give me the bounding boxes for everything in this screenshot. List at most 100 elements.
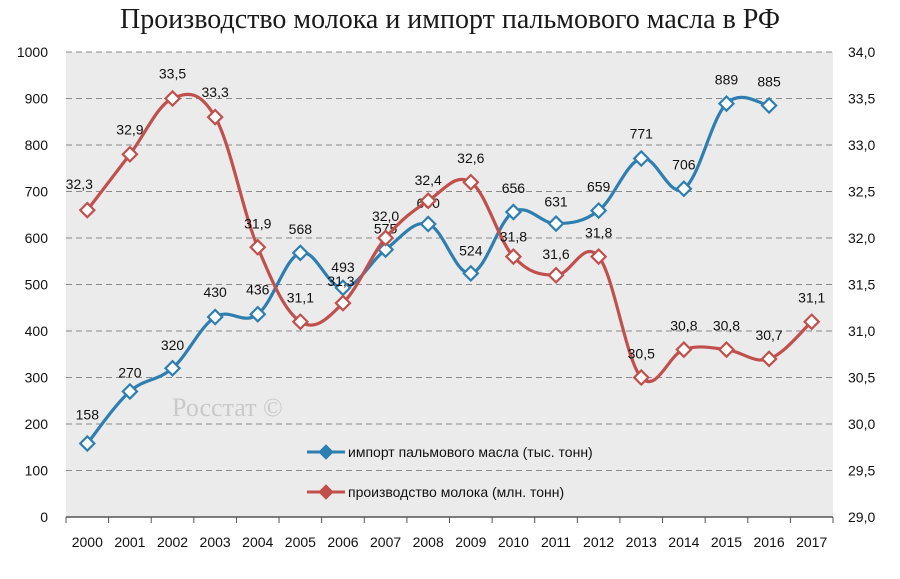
data-point xyxy=(78,434,96,453)
data-point xyxy=(632,368,650,387)
data-point xyxy=(376,240,395,259)
data-point xyxy=(291,313,309,331)
x-tick-label: 2007 xyxy=(370,534,401,550)
y-left-tick-label: 400 xyxy=(25,323,49,339)
data-point xyxy=(675,340,693,359)
palm-oil-series: 1582703204304365684935756305246566316597… xyxy=(76,72,781,453)
x-tick-label: 2004 xyxy=(242,534,273,550)
y-left-tick-label: 800 xyxy=(25,137,49,153)
data-point xyxy=(163,89,182,108)
data-point xyxy=(547,214,565,233)
data-label: 33,5 xyxy=(159,66,186,82)
data-point xyxy=(334,294,352,312)
data-label: 493 xyxy=(331,259,355,275)
x-tick-label: 2009 xyxy=(455,534,486,550)
y-left-tick-label: 700 xyxy=(25,184,49,200)
data-label: 32,6 xyxy=(457,150,484,166)
y-left-tick-label: 100 xyxy=(25,463,49,479)
data-label: 568 xyxy=(289,221,313,237)
data-point xyxy=(547,266,565,284)
y-left-tick-label: 0 xyxy=(40,509,48,525)
chart-title: Производство молока и импорт пальмового … xyxy=(119,4,781,35)
y-right-tick-label: 30,5 xyxy=(848,370,875,386)
legend-label: производство молока (млн. тонн) xyxy=(348,484,564,500)
data-point xyxy=(376,229,395,247)
x-tick-label: 2003 xyxy=(200,534,231,550)
x-tick-label: 2013 xyxy=(626,534,657,550)
x-tick-label: 2014 xyxy=(668,534,699,550)
legend-swatch-marker xyxy=(318,484,334,500)
data-label: 631 xyxy=(544,194,568,210)
data-point xyxy=(675,180,693,198)
data-point xyxy=(121,145,139,163)
data-point xyxy=(717,340,736,359)
data-point xyxy=(121,382,139,401)
data-label: 31,1 xyxy=(798,290,825,306)
y-right-tick-label: 32,5 xyxy=(848,184,875,200)
data-label: 706 xyxy=(672,157,696,173)
data-point xyxy=(760,350,778,368)
data-label: 31,8 xyxy=(585,225,612,241)
data-point xyxy=(163,359,182,377)
data-label: 30,5 xyxy=(628,346,655,362)
y-left-tick-label: 900 xyxy=(25,91,49,107)
y-left-tick-label: 600 xyxy=(25,230,49,246)
data-point xyxy=(632,149,650,168)
y-right-tick-label: 31,0 xyxy=(848,323,875,339)
x-tick-label: 2010 xyxy=(498,534,529,550)
data-label: 889 xyxy=(715,72,739,88)
milk-series: 32,3 32,9 33,5 33,3 31,9 31,1 31,3 32,0 32,4 32,6… xyxy=(66,66,826,387)
data-label: 885 xyxy=(757,73,781,89)
data-label: 31,1 xyxy=(287,290,314,306)
data-point xyxy=(504,203,523,221)
data-point xyxy=(760,96,778,115)
data-label: 320 xyxy=(161,337,185,353)
watermark: Росстат © xyxy=(172,393,283,422)
data-point xyxy=(334,279,352,297)
data-label: 524 xyxy=(459,242,483,258)
data-point xyxy=(206,308,224,326)
data-point xyxy=(249,305,267,323)
data-label: 158 xyxy=(76,407,100,423)
x-tick-label: 2000 xyxy=(72,534,103,550)
data-label: 31,3 xyxy=(327,273,354,289)
x-tick-label: 2012 xyxy=(583,534,614,550)
data-label: 771 xyxy=(630,125,654,141)
x-tick-label: 2005 xyxy=(285,534,316,550)
y-left-tick-label: 500 xyxy=(25,277,49,293)
x-tick-label: 2016 xyxy=(754,534,785,550)
y-left-tick-label: 1000 xyxy=(17,44,48,60)
data-point xyxy=(419,215,437,233)
x-tick-label: 2017 xyxy=(796,534,827,550)
x-tick-label: 2015 xyxy=(711,534,742,550)
data-point xyxy=(206,108,224,126)
data-label: 31,9 xyxy=(244,215,271,231)
y-right-tick-label: 31,5 xyxy=(848,277,875,293)
y-left-tick-label: 200 xyxy=(25,416,49,432)
data-label: 659 xyxy=(587,179,611,195)
data-point xyxy=(78,201,96,219)
data-label: 656 xyxy=(502,180,526,196)
data-point xyxy=(803,313,821,331)
data-label: 30,8 xyxy=(670,318,697,334)
y-right-tick-label: 30,0 xyxy=(848,416,875,432)
x-tick-label: 2001 xyxy=(114,534,145,550)
data-point xyxy=(462,264,480,282)
legend-swatch-marker xyxy=(318,444,334,460)
y-right-tick-label: 29,0 xyxy=(848,509,875,525)
y-right-tick-label: 32,0 xyxy=(848,230,875,246)
data-label: 31,8 xyxy=(500,229,527,245)
data-label: 270 xyxy=(118,364,142,380)
data-label: 32,3 xyxy=(66,176,93,192)
data-point xyxy=(590,201,608,220)
data-label: 436 xyxy=(246,281,270,297)
data-point xyxy=(249,238,267,256)
y-right-tick-label: 34,0 xyxy=(848,44,875,60)
data-label: 430 xyxy=(203,284,227,300)
data-label: 33,3 xyxy=(202,84,229,100)
data-point xyxy=(717,94,736,113)
y-right-tick-label: 33,5 xyxy=(848,91,875,107)
data-point xyxy=(590,247,608,266)
data-point xyxy=(504,247,523,266)
